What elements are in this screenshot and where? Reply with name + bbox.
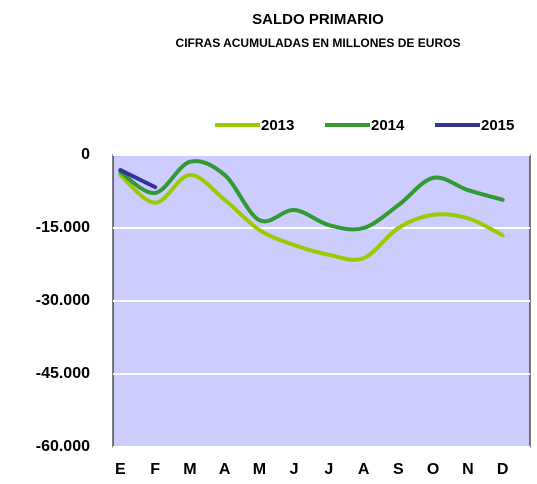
- y-tick-label: 0: [81, 146, 90, 163]
- y-tick-label: -45.000: [36, 365, 90, 382]
- legend-label: 2014: [371, 117, 405, 134]
- line-series: [118, 168, 158, 190]
- y-tick-label: -60.000: [36, 438, 90, 455]
- x-tick-label: M: [253, 461, 266, 478]
- x-tick-label: J: [290, 461, 299, 478]
- x-tick-label: A: [219, 461, 231, 478]
- chart-subtitle: CIFRAS ACUMULADAS EN MILLONES DE EUROS: [176, 36, 461, 50]
- legend-label: 2013: [261, 117, 294, 134]
- x-tick-label: D: [497, 461, 509, 478]
- x-tick-label: N: [462, 461, 474, 478]
- x-tick-label: E: [115, 461, 126, 478]
- legend-label: 2015: [481, 117, 514, 134]
- line-series: [118, 159, 505, 232]
- y-tick-label: -15.000: [36, 219, 90, 236]
- y-tick-label: -30.000: [36, 292, 90, 309]
- x-tick-label: O: [427, 461, 439, 478]
- x-tick-label: J: [324, 461, 333, 478]
- x-tick-label: F: [150, 461, 160, 478]
- x-tick-label: A: [358, 461, 370, 478]
- x-tick-label: S: [393, 461, 404, 478]
- line-series: [118, 172, 505, 262]
- x-tick-label: M: [183, 461, 196, 478]
- chart-title: SALDO PRIMARIO: [252, 11, 384, 28]
